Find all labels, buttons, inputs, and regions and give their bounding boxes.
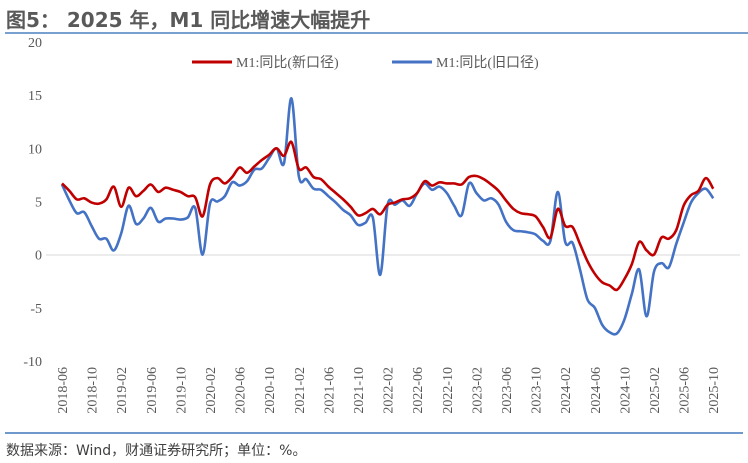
x-tick-label: 2025-10 bbox=[707, 367, 722, 414]
y-tick-label: 20 bbox=[28, 36, 42, 51]
x-axis: 2018-06 2018-10 2019-02 2019-06 2019-10 2020-… bbox=[56, 367, 722, 414]
x-tick-label: 2022-02 bbox=[382, 367, 397, 414]
x-tick-label: 2024-10 bbox=[618, 367, 633, 414]
x-tick-label: 2021-06 bbox=[322, 367, 337, 414]
title-divider bbox=[5, 32, 748, 34]
x-tick-label: 2024-06 bbox=[589, 367, 604, 414]
x-tick-label: 2021-02 bbox=[293, 367, 308, 414]
x-tick-label: 2024-02 bbox=[559, 367, 574, 414]
y-tick-label: 5 bbox=[35, 196, 42, 211]
y-tick-label: 15 bbox=[28, 89, 42, 104]
legend-label-new: M1:同比(新口径) bbox=[236, 55, 339, 71]
x-tick-label: 2025-06 bbox=[678, 367, 693, 414]
x-tick-label: 2022-10 bbox=[441, 367, 456, 414]
x-tick-label: 2020-06 bbox=[234, 367, 249, 414]
x-tick-label: 2018-06 bbox=[56, 367, 71, 414]
y-axis: 20 15 10 5 0 -5 -10 bbox=[23, 36, 42, 370]
y-tick-label: -10 bbox=[23, 355, 42, 370]
x-tick-label: 2019-10 bbox=[174, 367, 189, 414]
series-line-new-caliber bbox=[61, 140, 715, 292]
x-tick-label: 2023-02 bbox=[470, 367, 485, 414]
source-note: 数据来源：Wind，财通证券研究所；单位：%。 bbox=[6, 443, 307, 459]
plot-lines bbox=[60, 97, 715, 336]
legend: M1:同比(新口径) M1:同比(旧口径) bbox=[192, 55, 539, 71]
x-tick-label: 2022-06 bbox=[411, 367, 426, 414]
x-tick-label: 2023-10 bbox=[530, 367, 545, 414]
x-tick-label: 2025-02 bbox=[648, 367, 663, 414]
x-tick-label: 2019-02 bbox=[115, 367, 130, 414]
y-tick-label: 10 bbox=[28, 142, 42, 157]
footer-divider bbox=[5, 432, 743, 434]
x-tick-label: 2020-02 bbox=[204, 367, 219, 414]
y-tick-label: -5 bbox=[30, 302, 42, 317]
y-tick-label: 0 bbox=[35, 249, 42, 264]
x-tick-label: 2023-06 bbox=[500, 367, 515, 414]
x-tick-label: 2020-10 bbox=[263, 367, 278, 414]
figure-title: 图5： 2025 年，M1 同比增速大幅提升 bbox=[6, 8, 371, 32]
legend-label-old: M1:同比(旧口径) bbox=[436, 55, 539, 71]
x-tick-label: 2019-06 bbox=[145, 367, 160, 414]
series-line-old-caliber bbox=[60, 97, 715, 336]
x-tick-label: 2018-10 bbox=[86, 367, 101, 414]
x-tick-label: 2021-10 bbox=[352, 367, 367, 414]
